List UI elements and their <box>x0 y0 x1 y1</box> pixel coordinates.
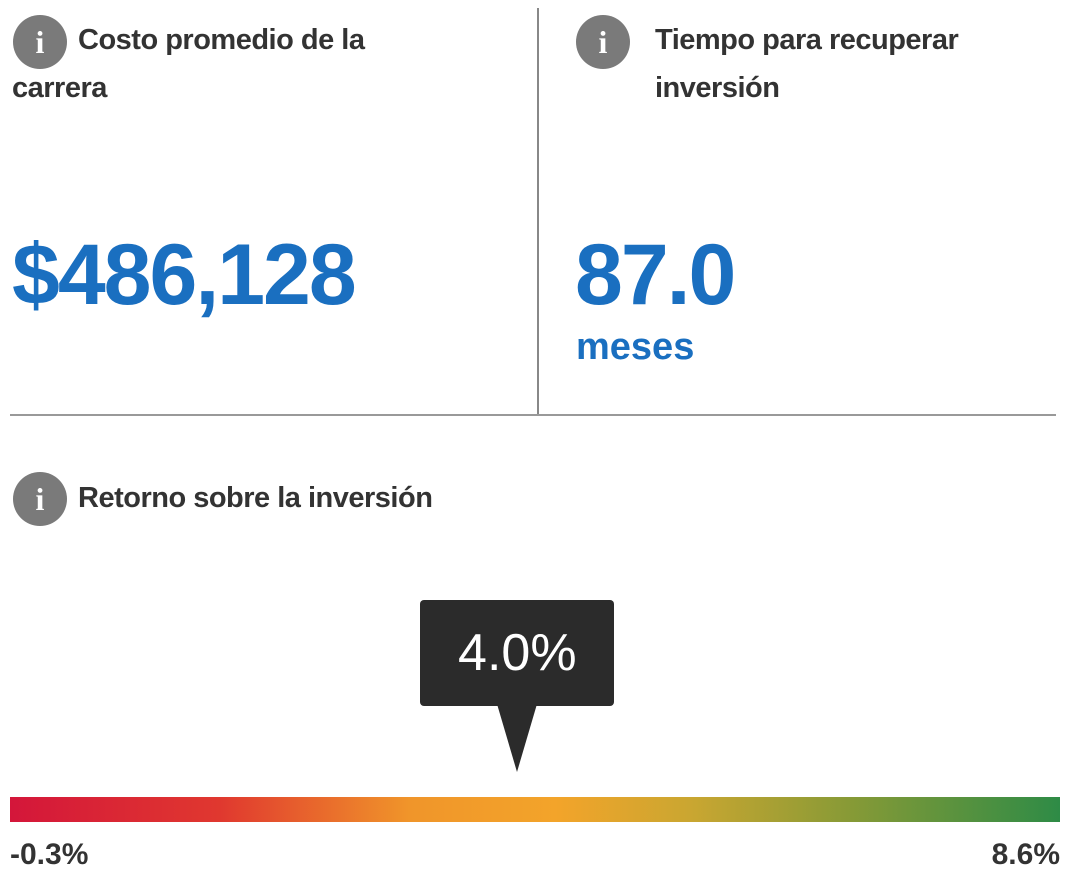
payback-value: 87.0 <box>575 227 736 323</box>
divider <box>10 414 1056 416</box>
gauge-min: -0.3% <box>10 838 89 871</box>
gauge-tooltip: 4.0% <box>420 600 615 706</box>
tooltip-pointer <box>497 704 538 772</box>
info-icon[interactable]: i <box>576 15 630 69</box>
payback-unit: meses <box>576 326 695 368</box>
gauge-marker: 4.0% <box>420 600 615 772</box>
roi-title: Retorno sobre la inversión <box>78 482 433 514</box>
payback-title: Tiempo para recuperar inversión <box>655 24 959 104</box>
cost-value: $486,128 <box>12 227 357 323</box>
info-icon[interactable]: i <box>13 472 67 526</box>
cost-title: Costo promedio de la carrera <box>12 24 365 104</box>
info-icon[interactable]: i <box>13 15 67 69</box>
gauge-bar <box>10 797 1060 822</box>
divider <box>537 8 539 416</box>
gauge-max: 8.6% <box>991 838 1060 871</box>
